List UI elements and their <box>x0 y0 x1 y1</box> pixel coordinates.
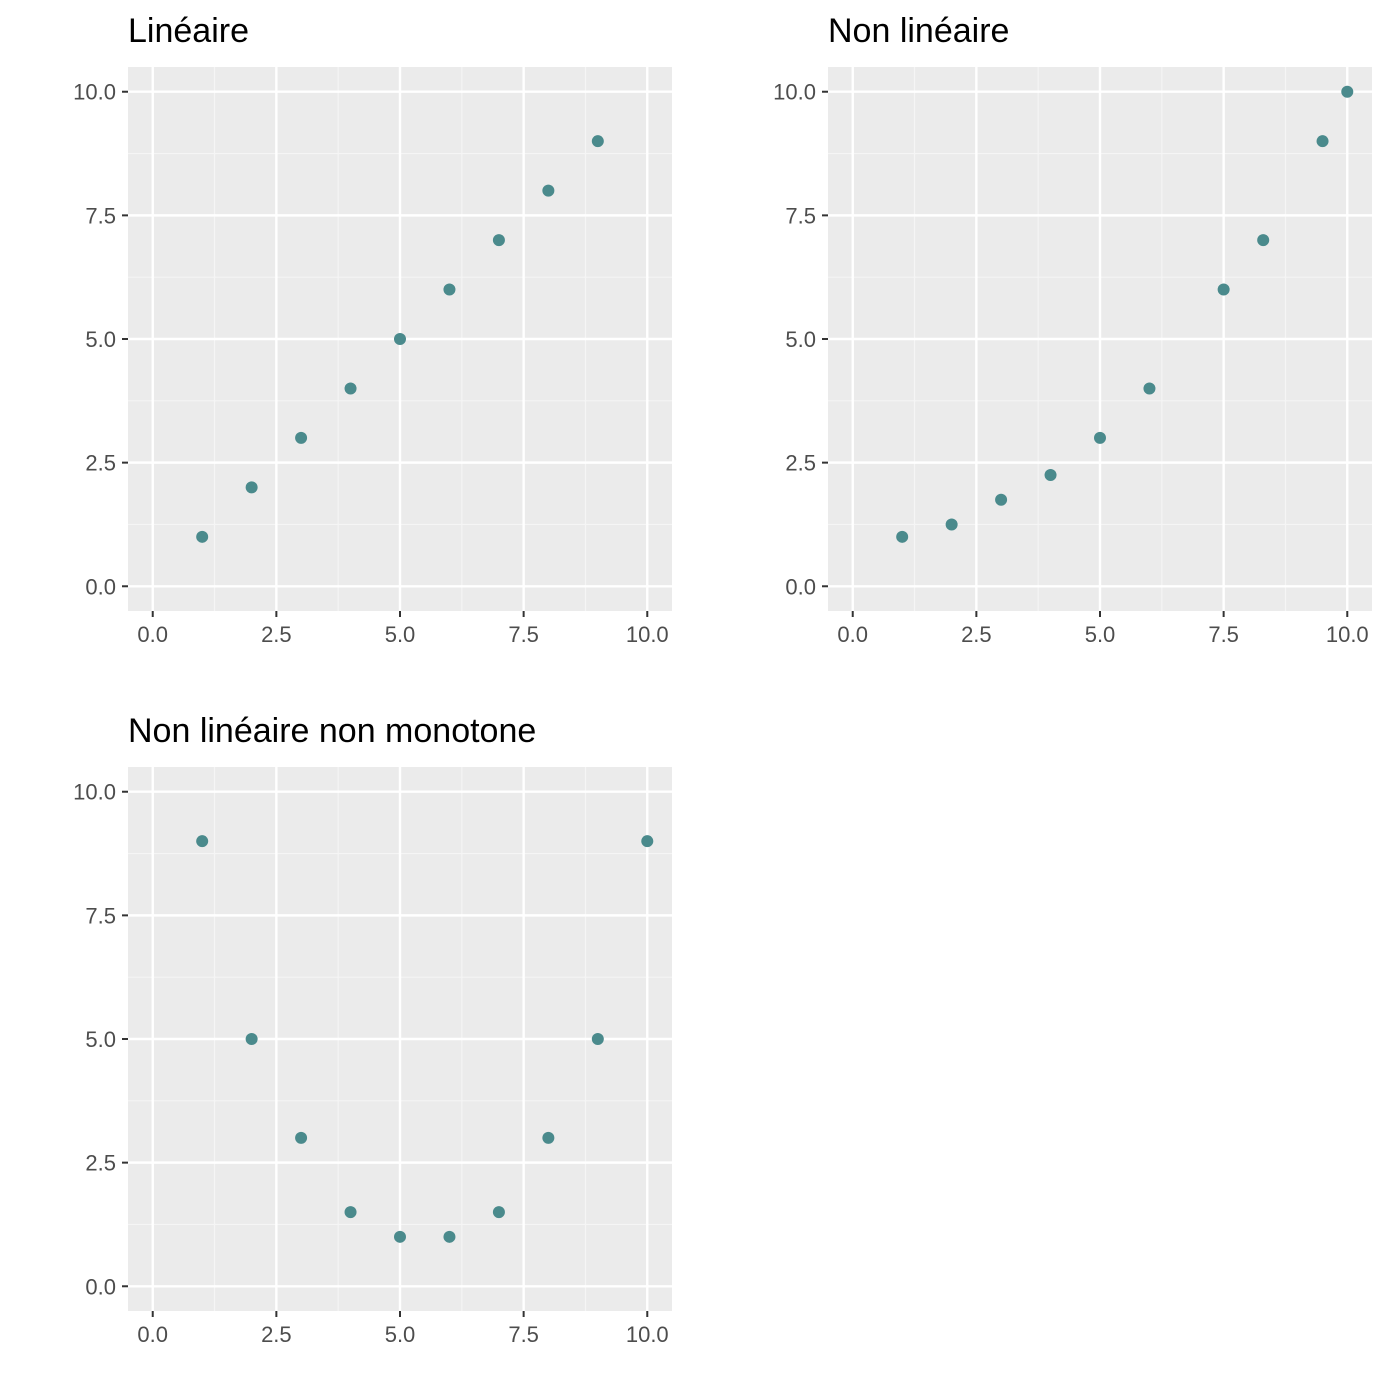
y-tick-label: 7.5 <box>785 203 816 228</box>
y-tick-label: 7.5 <box>85 903 116 928</box>
data-point <box>896 530 909 543</box>
data-point <box>1316 135 1329 148</box>
data-point <box>295 1131 308 1144</box>
panel-title: Non linéaire <box>828 12 1009 50</box>
data-point <box>443 283 456 296</box>
data-point <box>995 493 1008 506</box>
y-tick-label: 10.0 <box>73 80 116 105</box>
x-tick-label: 10.0 <box>626 1322 669 1347</box>
panel-title: Non linéaire non monotone <box>128 712 536 750</box>
data-point <box>1094 431 1106 444</box>
x-tick-label: 2.5 <box>961 622 992 647</box>
panel-lineaire: Linéaire 0.0 2.5 5.0 7.5 10.0 0.0 2.5 5.0 7.5 10.… <box>73 12 672 647</box>
x-tick-label: 7.5 <box>1208 622 1239 647</box>
data-point <box>344 1206 357 1219</box>
data-point <box>542 184 555 197</box>
data-point <box>196 530 209 543</box>
data-point <box>945 518 958 531</box>
y-tick-label: 2.5 <box>85 451 116 476</box>
data-point <box>245 1033 258 1045</box>
x-tick-label: 0.0 <box>837 622 868 647</box>
data-point <box>1044 469 1057 481</box>
data-point <box>344 382 357 395</box>
x-tick-label: 7.5 <box>508 1322 539 1347</box>
data-point <box>196 835 209 848</box>
data-point <box>591 135 604 148</box>
data-point <box>1143 382 1156 395</box>
panel-non-lineaire-non-monotone: Non linéaire non monotone 0.0 2.5 5.0 7.5 10… <box>73 712 672 1347</box>
x-tick-label: 0.0 <box>137 1322 168 1347</box>
y-tick-label: 10.0 <box>773 80 816 105</box>
data-point <box>1217 283 1230 296</box>
y-tick-label: 7.5 <box>85 203 116 228</box>
data-point <box>492 1206 505 1219</box>
y-tick-label: 2.5 <box>85 1151 116 1176</box>
x-tick-label: 2.5 <box>261 622 292 647</box>
y-tick-label: 5.0 <box>785 327 816 352</box>
x-tick-label: 5.0 <box>385 1322 416 1347</box>
data-point <box>295 431 308 444</box>
x-tick-label: 5.0 <box>385 622 416 647</box>
y-tick-label: 0.0 <box>785 574 816 599</box>
data-point <box>591 1033 604 1045</box>
panel-non-lineaire: Non linéaire 0.0 2.5 5.0 7.5 10.0 0.0 2.5 5.0 7.… <box>773 12 1372 647</box>
data-point <box>1341 85 1354 98</box>
x-tick-label: 5.0 <box>1085 622 1116 647</box>
y-tick-label: 0.0 <box>85 1274 116 1299</box>
data-point <box>641 835 654 848</box>
x-tick-label: 2.5 <box>261 1322 292 1347</box>
data-point <box>245 481 258 494</box>
y-tick-label: 5.0 <box>85 1027 116 1052</box>
y-tick-label: 10.0 <box>73 780 116 805</box>
panel-title: Linéaire <box>128 12 249 50</box>
data-point <box>1257 234 1270 247</box>
data-point <box>394 333 406 345</box>
data-point <box>542 1131 555 1144</box>
y-tick-label: 0.0 <box>85 574 116 599</box>
x-tick-label: 7.5 <box>508 622 539 647</box>
x-tick-label: 0.0 <box>137 622 168 647</box>
x-tick-label: 10.0 <box>1326 622 1369 647</box>
x-tick-label: 10.0 <box>626 622 669 647</box>
y-tick-label: 5.0 <box>85 327 116 352</box>
data-point <box>394 1230 406 1243</box>
data-point <box>443 1230 456 1243</box>
data-point <box>492 234 505 247</box>
y-tick-label: 2.5 <box>785 451 816 476</box>
